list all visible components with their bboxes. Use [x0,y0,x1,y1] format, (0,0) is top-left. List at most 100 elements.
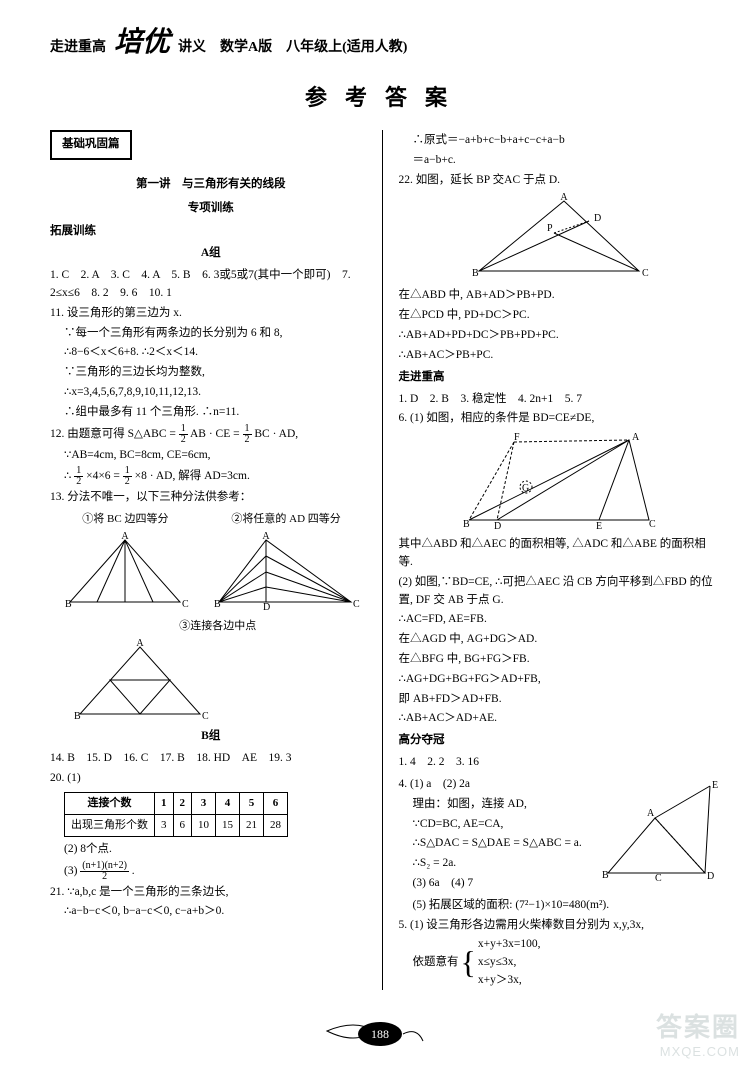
svg-text:C: C [642,268,649,279]
td: 15 [216,814,240,836]
q4-l6: (5) 拓展区域的面积: (7²−1)×10=480(m²). [399,897,721,915]
watermark: 答案圈 MXQE.COM [656,1007,740,1059]
left-column: 基础巩固篇 第一讲 与三角形有关的线段 专项训练 拓展训练 A组 1. C 2.… [50,130,383,990]
td: 28 [264,814,288,836]
th: 1 [155,792,174,814]
td: 21 [240,814,264,836]
triangle-fig-1: A B C [60,532,190,612]
group-b-label: B组 [50,728,372,746]
q13-head: 13. 分法不唯一，以下三种分法供参考： [50,489,372,507]
svg-text:C: C [182,599,189,610]
q11-l3: ∵三角形的三边长均为整数, [50,364,372,382]
q20-2: (2) 8个点. [50,841,372,859]
triangle-fig-4: E A B C D [600,778,720,888]
q12-l3b: ×4×6 = [86,471,123,483]
svg-text:D: D [263,602,270,612]
td: 6 [173,814,192,836]
q22-l4: ∴AB+AC＞PB+PC. [399,347,721,365]
q6-l2: (2) 如图,∵BD=CE, ∴可把△AEC 沿 CB 方向平移到△FBD 的位… [399,574,721,610]
frac-1-2-d: 12 [123,466,132,487]
th: 3 [192,792,216,814]
q4-l3: ∴S△DAC = S△DAE = S△ABC = a. [399,835,595,853]
svg-text:A: A [632,432,640,443]
q6-l8: ∴AB+AC＞AD+AE. [399,710,721,728]
svg-text:B: B [472,268,479,279]
frac-formula: (n+1)(n+2)2 [80,861,129,882]
th: 5 [240,792,264,814]
r-top2: ＝a−b+c. [399,152,721,170]
svg-text:A: A [561,193,569,203]
svg-text:C: C [202,711,209,722]
td: 10 [192,814,216,836]
svg-text:A: A [122,532,130,542]
q6-l4: 在△AGD 中, AG+DG＞AD. [399,631,721,649]
section-box: 基础巩固篇 [50,130,132,160]
right-column: ∴原式＝−a+b+c−b+a+c−c+a−b ＝a−b+c. 22. 如图，延长… [395,130,721,990]
svg-text:P: P [547,223,553,234]
q11-l1: ∵每一个三角形有两条边的长分别为 6 和 8, [50,325,372,343]
brace-icon: { [461,950,476,976]
q4-l4: ∴S₂ = 2a. [399,855,595,873]
svg-text:B: B [214,599,221,610]
table-row: 出现三角形个数 3 6 10 15 21 28 [65,814,288,836]
q4-text: 4. (1) a (2) 2a 理由：如图，连接 AD, ∵CD=BC, AE=… [399,774,595,895]
q5-sys-lines: x+y+3x=100, x≤y≤3x, x+y＞3x, [478,936,541,989]
watermark-big: 答案圈 [656,1007,740,1044]
zjzg-heading: 走进重高 [399,369,721,387]
svg-text:D: D [494,521,501,532]
svg-text:F: F [514,432,520,443]
q5-sys3: x+y＞3x, [478,972,541,990]
q13-cap3: ③连接各边中点 [50,618,372,635]
r-top1: ∴原式＝−a+b+c−b+a+c−c+a−b [399,132,721,150]
svg-text:D: D [594,213,601,224]
svg-text:B: B [602,870,609,881]
frac-1-2-a: 12 [179,424,188,445]
expand-training: 拓展训练 [50,223,372,241]
q5-system: 依题意有 { x+y+3x=100, x≤y≤3x, x+y＞3x, [399,936,721,989]
q12-head: 12. 由题意可得 S△ABC = 12 AB · CE = 12 BC · A… [50,424,372,445]
q6-l6: ∴AG+DG+BG+FG＞AD+FB, [399,671,721,689]
page-title: 参考答案 [50,80,720,112]
q22-head: 22. 如图，延长 BP 交AC 于点 D. [399,172,721,190]
th: 6 [264,792,288,814]
q22-l2: 在△PCD 中, PD+DC＞PC. [399,307,721,325]
q5-sys2: x≤y≤3x, [478,954,541,972]
special-training: 专项训练 [50,200,372,218]
q4-l1: 理由：如图，连接 AD, [399,796,595,814]
q12-l3: ∴ 12 ×4×6 = 12 ×8 · AD, 解得 AD=3cm. [50,466,372,487]
svg-text:A: A [263,532,271,542]
q21-l1: ∴a−b−c＜0, b−a−c＜0, c−a+b＞0. [50,903,372,921]
q6-l3: ∴AC=FD, AE=FB. [399,611,721,629]
q11-head: 11. 设三角形的第三边为 x. [50,305,372,323]
zjzg-answers: 1. D 2. B 3. 稳定性 4. 2n+1 5. 7 [399,391,721,409]
group-a-label: A组 [50,245,372,263]
q11-l2: ∴8−6＜x＜6+8. ∴2＜x＜14. [50,344,372,362]
q5-l1: 依题意有 [399,954,459,972]
q6-l1: 其中△ABD 和△AEC 的面积相等, △ADC 和△ABE 的面积相等. [399,536,721,572]
q4-l2: ∵CD=BC, AE=CA, [399,816,595,834]
triangle-fig-6: F A G B D E C [449,432,669,532]
th: 2 [173,792,192,814]
q6-l5: 在△BFG 中, BG+FG＞FB. [399,651,721,669]
page-number-badge: 188 [325,1017,425,1051]
svg-text:B: B [463,519,470,530]
svg-text:A: A [136,639,144,649]
q11-l5: ∴组中最多有 11 个三角形. ∴n=11. [50,404,372,422]
q13-cap1: ①将 BC 边四等分 [60,511,190,528]
q4-l5: (3) 6a (4) 7 [399,875,595,893]
frac-1-2-c: 12 [74,466,83,487]
svg-text:B: B [74,711,81,722]
svg-text:B: B [65,599,72,610]
svg-text:E: E [712,780,718,791]
q12-l3c: ×8 · AD, 解得 AD=3cm. [135,471,250,483]
q12-l2: ∵AB=4cm, BC=8cm, CE=6cm, [50,447,372,465]
q12-l3a: ∴ [64,471,74,483]
header-tail: 讲义 数学A版 八年级上(适用人教) [178,36,407,56]
lecture-title: 第一讲 与三角形有关的线段 [50,176,372,194]
svg-text:D: D [707,871,714,882]
td: 出现三角形个数 [65,814,155,836]
q12-head-text: 12. 由题意可得 S△ABC = [50,428,179,440]
q20-head: 20. (1) [50,770,372,788]
content-columns: 基础巩固篇 第一讲 与三角形有关的线段 专项训练 拓展训练 A组 1. C 2.… [50,130,720,990]
svg-text:A: A [647,808,655,819]
